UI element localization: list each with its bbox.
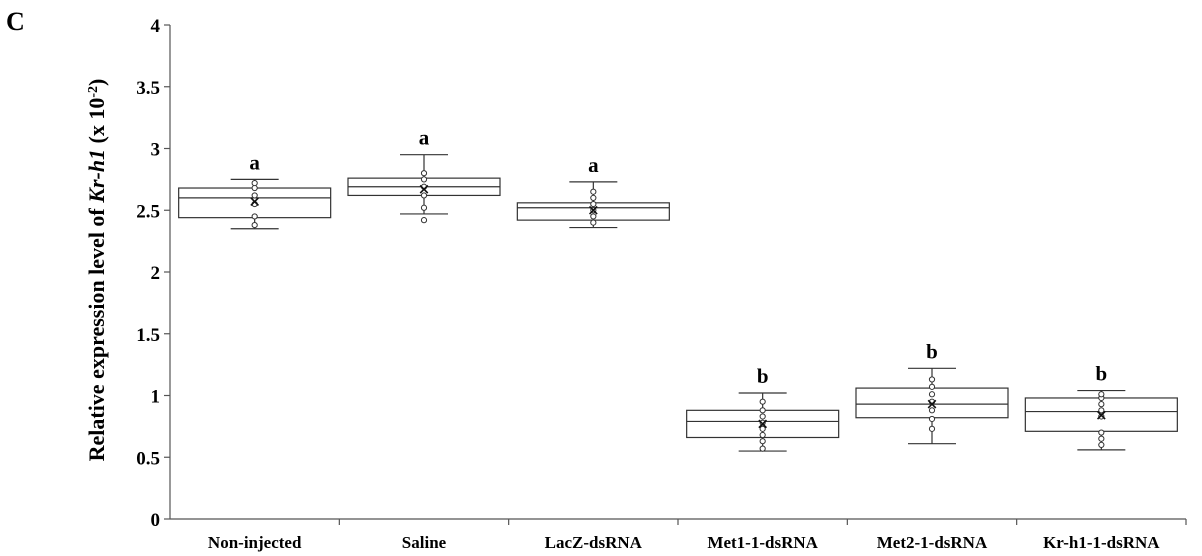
- y-axis-label: Relative expression level of Kr-h1 (x 10…: [84, 79, 109, 462]
- data-point-4: [251, 184, 258, 192]
- box-group-4: b: [855, 339, 1009, 445]
- data-point-1: [759, 438, 766, 445]
- y-ticks: 0 0.5 1 1.5 2 2.5 3 3.5 4: [136, 16, 170, 531]
- data-point-3: [759, 425, 766, 432]
- mean-marker-b: [250, 197, 260, 206]
- data-point-1: [420, 204, 428, 211]
- data-point-4: [928, 391, 936, 398]
- data-point-0: [1098, 441, 1105, 448]
- x-category-label-4: Met2-1-dsRNA: [877, 533, 988, 552]
- significance-letter: b: [926, 339, 938, 363]
- x-ticks: Non-injected Saline LacZ-dsRNA Met1-1-dsRNA…: [208, 519, 1187, 552]
- data-point-2: [1098, 429, 1105, 436]
- mean-marker-b: [927, 399, 937, 409]
- data-point-7: [1098, 391, 1105, 398]
- data-point-3: [251, 192, 258, 199]
- data-point-1: [251, 213, 258, 220]
- box-group-2: a: [516, 153, 670, 229]
- data-point-0: [590, 219, 597, 226]
- mean-marker-b: [588, 205, 598, 215]
- y-axis-label-exponent: -2: [86, 86, 101, 98]
- data-point-5: [1098, 401, 1105, 408]
- x-category-label-2: LacZ-dsRNA: [545, 533, 643, 552]
- y-axis-label-gene: Kr-h1: [84, 149, 109, 204]
- y-tick-label-6: 3: [151, 140, 161, 161]
- mean-marker-b: [758, 419, 768, 429]
- y-axis-label-suffix-open: (x 10: [84, 98, 109, 149]
- box-group-5: b: [1024, 362, 1178, 451]
- significance-letter: a: [419, 126, 430, 150]
- data-point-2: [928, 407, 936, 414]
- mean-marker-b: [419, 184, 429, 194]
- data-point-5: [420, 170, 428, 177]
- data-point-5: [590, 188, 597, 195]
- data-point-4: [759, 419, 766, 426]
- x-category-label-3: Met1-1-dsRNA: [707, 533, 818, 552]
- y-tick-label-4: 2: [151, 263, 161, 284]
- x-category-label-5: Kr-h1-1-dsRNA: [1043, 533, 1160, 552]
- box-group-3: b: [686, 364, 840, 452]
- data-point-1: [928, 415, 936, 423]
- significance-letter: b: [1095, 362, 1107, 386]
- y-tick-label-8: 4: [151, 16, 161, 37]
- data-point-0: [420, 217, 428, 224]
- data-point-4: [590, 194, 597, 201]
- data-point-6: [928, 376, 936, 383]
- data-point-5: [759, 413, 766, 420]
- data-point-1: [590, 213, 597, 220]
- y-tick-label-3: 1.5: [136, 325, 160, 346]
- box-group-1: a: [347, 126, 501, 224]
- significance-letter: a: [249, 150, 260, 174]
- x-category-label-1: Saline: [402, 533, 447, 552]
- data-point-1: [1098, 435, 1105, 442]
- data-point-0: [759, 445, 766, 452]
- data-point-3: [590, 200, 597, 208]
- data-point-2: [759, 431, 766, 439]
- y-tick-label-0: 0: [151, 510, 161, 531]
- data-point-5: [928, 383, 936, 390]
- y-tick-label-1: 0.5: [136, 448, 160, 469]
- significance-letter: a: [588, 153, 599, 177]
- data-point-0: [928, 425, 936, 432]
- y-tick-label-5: 2.5: [136, 201, 160, 222]
- y-axis-label-suffix-close: ): [84, 79, 109, 86]
- data-point-2: [420, 192, 428, 199]
- mean-marker-b: [1096, 410, 1106, 420]
- data-point-0: [251, 221, 258, 229]
- data-point-3: [1098, 413, 1105, 420]
- x-category-label-0: Non-injected: [208, 533, 302, 552]
- data-point-6: [759, 407, 766, 414]
- panel-label: C: [6, 7, 25, 36]
- data-point-4: [420, 176, 428, 183]
- data-point-4: [1098, 407, 1105, 414]
- boxes: a a a b b b: [178, 126, 1178, 452]
- y-tick-label-2: 1: [151, 387, 161, 408]
- y-axis-label-prefix: Relative expression level of: [84, 203, 109, 462]
- y-tick-label-7: 3.5: [136, 78, 160, 99]
- data-point-5: [251, 179, 258, 187]
- box-group-0: a: [178, 150, 332, 230]
- significance-letter: b: [757, 364, 769, 388]
- data-point-7: [759, 398, 766, 405]
